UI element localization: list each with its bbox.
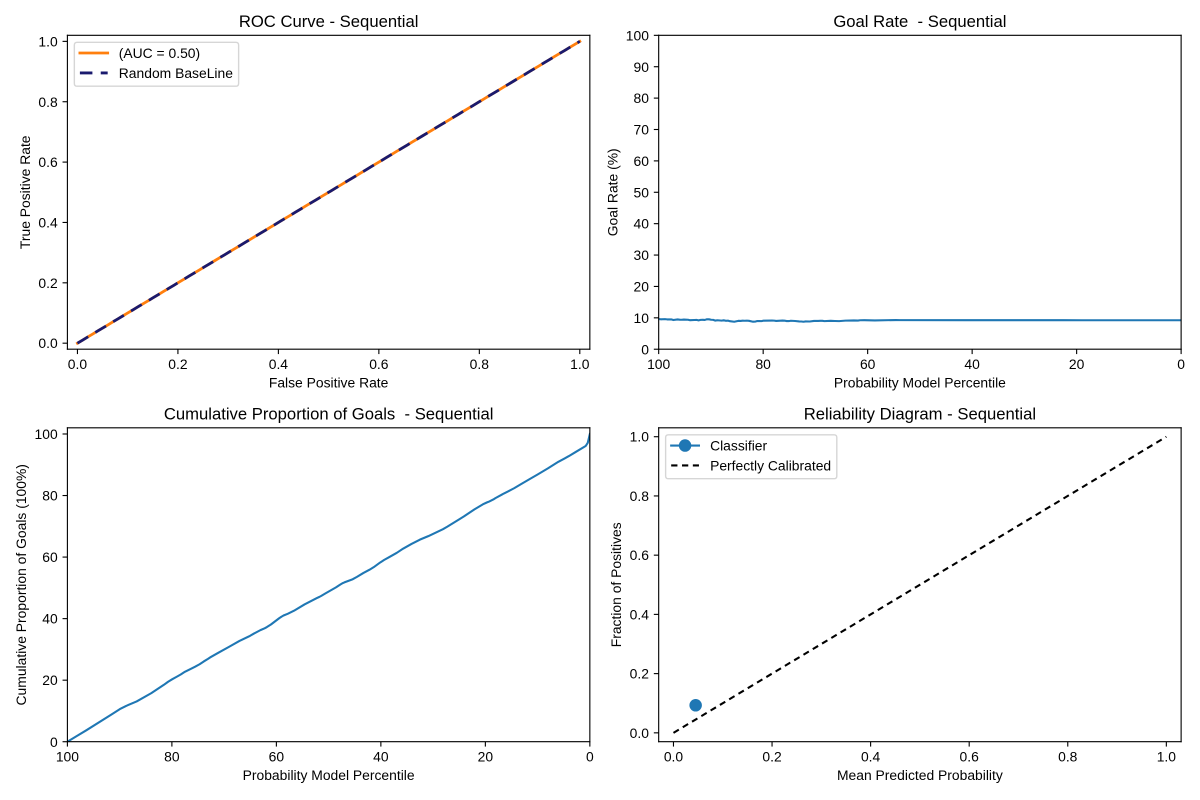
svg-text:1.0: 1.0 <box>1157 749 1177 765</box>
svg-text:(AUC = 0.50): (AUC = 0.50) <box>119 45 200 61</box>
svg-text:Cumulative Proportion of Goals: Cumulative Proportion of Goals - Sequent… <box>164 405 494 424</box>
svg-text:10: 10 <box>634 310 650 326</box>
svg-text:0.2: 0.2 <box>168 356 188 372</box>
svg-text:60: 60 <box>860 356 876 372</box>
svg-text:False Positive Rate: False Positive Rate <box>269 375 389 391</box>
svg-text:20: 20 <box>1069 356 1085 372</box>
svg-text:80: 80 <box>164 749 180 765</box>
svg-text:0.6: 0.6 <box>369 356 389 372</box>
svg-text:80: 80 <box>42 488 58 504</box>
svg-text:60: 60 <box>269 749 285 765</box>
svg-text:0.0: 0.0 <box>630 725 650 741</box>
svg-text:0.4: 0.4 <box>630 606 650 622</box>
svg-text:90: 90 <box>634 59 650 75</box>
svg-text:0.4: 0.4 <box>269 356 289 372</box>
svg-text:50: 50 <box>634 184 650 200</box>
svg-text:ROC Curve - Sequential: ROC Curve - Sequential <box>239 12 419 31</box>
svg-text:1.0: 1.0 <box>570 356 590 372</box>
svg-text:0: 0 <box>586 749 594 765</box>
svg-text:80: 80 <box>755 356 771 372</box>
svg-text:70: 70 <box>634 122 650 138</box>
svg-text:Perfectly Calibrated: Perfectly Calibrated <box>710 457 831 473</box>
svg-text:Mean Predicted Probability: Mean Predicted Probability <box>837 767 1003 783</box>
svg-text:0.6: 0.6 <box>960 749 980 765</box>
svg-text:0.2: 0.2 <box>38 275 58 291</box>
svg-text:60: 60 <box>42 549 58 565</box>
svg-text:Goal Rate (%): Goal Rate (%) <box>604 148 620 236</box>
svg-text:Reliability Diagram - Sequenti: Reliability Diagram - Sequential <box>804 405 1036 424</box>
svg-text:0.0: 0.0 <box>664 749 684 765</box>
svg-text:80: 80 <box>634 90 650 106</box>
svg-text:0.0: 0.0 <box>68 356 88 372</box>
svg-text:40: 40 <box>964 356 980 372</box>
svg-text:40: 40 <box>373 749 389 765</box>
svg-text:100: 100 <box>35 426 58 442</box>
svg-text:20: 20 <box>42 672 58 688</box>
svg-text:0: 0 <box>1177 356 1185 372</box>
svg-text:Cumulative Proportion of Goals: Cumulative Proportion of Goals (100%) <box>13 464 29 705</box>
svg-text:20: 20 <box>634 278 650 294</box>
svg-text:20: 20 <box>478 749 494 765</box>
svg-text:0.8: 0.8 <box>630 488 650 504</box>
svg-text:0.8: 0.8 <box>1058 749 1078 765</box>
svg-text:30: 30 <box>634 247 650 263</box>
svg-text:True Positive Rate: True Positive Rate <box>17 135 33 249</box>
svg-text:40: 40 <box>42 611 58 627</box>
svg-text:Goal Rate - Sequential: Goal Rate - Sequential <box>833 12 1006 31</box>
svg-text:Probability Model Percentile: Probability Model Percentile <box>243 767 415 783</box>
svg-text:0.2: 0.2 <box>762 749 782 765</box>
svg-text:100: 100 <box>647 356 670 372</box>
svg-text:0: 0 <box>50 734 58 750</box>
svg-text:0.6: 0.6 <box>630 547 650 563</box>
svg-text:1.0: 1.0 <box>38 33 58 49</box>
svg-text:60: 60 <box>634 153 650 169</box>
svg-text:0.8: 0.8 <box>38 94 58 110</box>
svg-text:Random BaseLine: Random BaseLine <box>119 65 233 81</box>
svg-text:1.0: 1.0 <box>630 429 650 445</box>
svg-text:0.2: 0.2 <box>630 666 650 682</box>
svg-text:100: 100 <box>626 27 649 43</box>
svg-text:Classifier: Classifier <box>710 437 767 453</box>
svg-text:40: 40 <box>634 216 650 232</box>
svg-text:100: 100 <box>56 749 79 765</box>
svg-text:0.6: 0.6 <box>38 154 58 170</box>
svg-text:0.4: 0.4 <box>861 749 881 765</box>
svg-text:0.0: 0.0 <box>38 335 58 351</box>
svg-text:0.8: 0.8 <box>470 356 490 372</box>
svg-text:Fraction of Positives: Fraction of Positives <box>608 522 624 647</box>
svg-text:0: 0 <box>641 341 649 357</box>
svg-text:Probability Model Percentile: Probability Model Percentile <box>834 375 1006 391</box>
svg-text:0.4: 0.4 <box>38 214 58 230</box>
